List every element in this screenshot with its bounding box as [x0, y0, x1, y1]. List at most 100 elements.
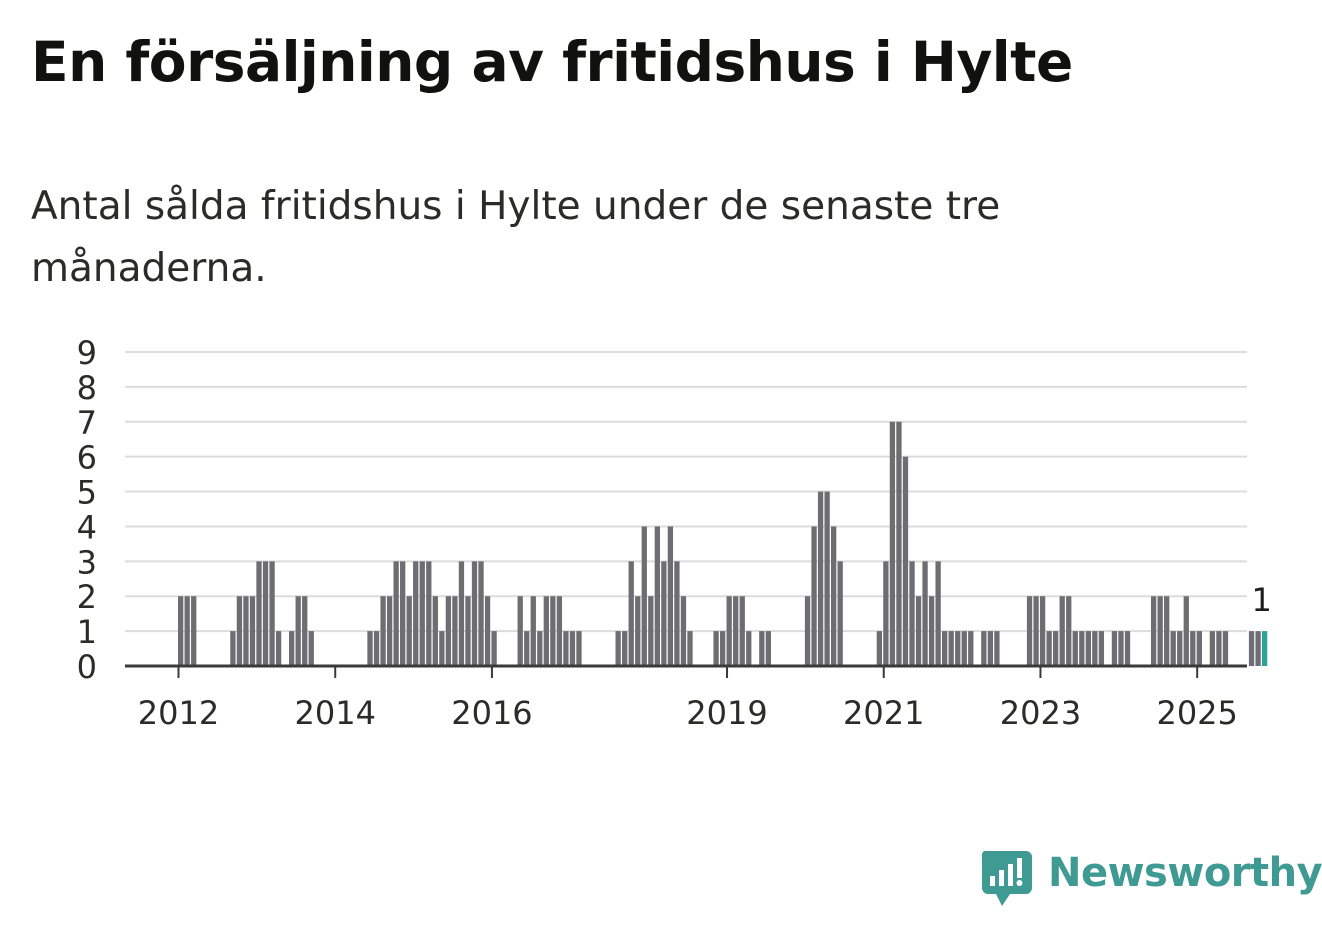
bar — [550, 596, 556, 666]
bar — [178, 596, 184, 666]
bar — [1111, 631, 1118, 666]
bar — [491, 631, 497, 666]
bar — [458, 561, 465, 666]
bar — [569, 631, 576, 666]
bar — [804, 596, 811, 666]
bar — [230, 631, 236, 666]
bar — [1046, 631, 1052, 666]
bar — [667, 526, 674, 666]
bar — [961, 631, 967, 666]
bar — [484, 596, 491, 666]
bar — [889, 421, 896, 666]
bar — [302, 596, 308, 666]
y-tick-label: 3 — [77, 543, 97, 581]
bar — [765, 631, 771, 666]
y-tick-label: 0 — [77, 648, 97, 686]
bar — [413, 561, 419, 666]
bar — [543, 596, 549, 666]
x-tick-label: 2023 — [1000, 694, 1081, 732]
bar — [680, 596, 687, 666]
bar — [406, 596, 412, 666]
bar — [439, 631, 445, 666]
y-tick-label: 8 — [77, 369, 97, 407]
bar — [524, 631, 530, 666]
bar — [876, 631, 883, 666]
bar — [1164, 596, 1170, 666]
bar — [922, 561, 928, 666]
bar — [909, 561, 915, 666]
bar — [1170, 631, 1176, 666]
bar — [386, 596, 393, 666]
bar — [902, 456, 909, 666]
bar — [289, 631, 295, 666]
bar — [661, 561, 667, 666]
bar — [249, 596, 256, 666]
y-tick-label: 2 — [77, 578, 97, 616]
bar — [269, 561, 275, 666]
bar — [1098, 631, 1105, 666]
bar — [746, 631, 752, 666]
bar — [687, 631, 693, 666]
bar — [400, 561, 406, 666]
bar — [563, 631, 569, 666]
bar — [817, 491, 824, 666]
bar — [635, 596, 641, 666]
bar — [1183, 596, 1189, 666]
bar — [1255, 631, 1261, 666]
bar — [726, 596, 732, 666]
bar — [896, 421, 902, 666]
x-axis-ticks: 2012 2014 2016 2019 2021 2023 2025 — [138, 666, 1238, 732]
bar — [955, 631, 961, 666]
bar — [426, 561, 432, 666]
bar — [576, 631, 582, 666]
bars — [178, 421, 1268, 666]
bar — [1248, 631, 1255, 666]
bar — [1157, 596, 1163, 666]
bar — [432, 596, 438, 666]
bar — [1066, 596, 1072, 666]
newsworthy-logo-icon — [981, 851, 1032, 906]
x-tick-label: 2012 — [138, 694, 219, 732]
highlight-bar — [1261, 631, 1268, 666]
bar — [465, 596, 471, 666]
bar — [648, 596, 654, 666]
bar — [452, 596, 458, 666]
bar — [987, 631, 994, 666]
y-tick-label: 6 — [77, 439, 97, 477]
x-tick-label: 2019 — [686, 694, 767, 732]
x-tick-label: 2021 — [843, 694, 924, 732]
y-tick-label: 5 — [77, 474, 97, 512]
bar — [1190, 631, 1196, 666]
bar — [759, 631, 765, 666]
bar — [367, 631, 373, 666]
bar — [1222, 631, 1229, 666]
bar — [739, 596, 745, 666]
bar — [1209, 631, 1216, 666]
bar — [236, 596, 243, 666]
bar — [243, 596, 249, 666]
x-tick-label: 2016 — [451, 694, 532, 732]
bar — [831, 526, 837, 666]
y-tick-label: 7 — [77, 404, 97, 442]
bar — [1085, 631, 1091, 666]
bar — [1177, 631, 1183, 666]
bar — [1039, 596, 1046, 666]
bar — [471, 561, 478, 666]
bar — [674, 561, 680, 666]
bar — [1196, 631, 1202, 666]
chart-subtitle: Antal sålda fritidshus i Hylte under de … — [31, 184, 1001, 291]
bar — [478, 561, 484, 666]
highlight-value-label: 1 — [1251, 581, 1271, 619]
bar — [517, 596, 523, 666]
bar — [1072, 631, 1078, 666]
bar — [915, 596, 922, 666]
bar — [935, 561, 941, 666]
bar — [641, 526, 647, 666]
bar — [994, 631, 1000, 666]
y-tick-label: 9 — [77, 334, 97, 372]
bar — [968, 631, 974, 666]
x-tick-label: 2025 — [1156, 694, 1237, 732]
bar — [537, 631, 543, 666]
brand-name: Newsworthy — [1048, 850, 1322, 896]
